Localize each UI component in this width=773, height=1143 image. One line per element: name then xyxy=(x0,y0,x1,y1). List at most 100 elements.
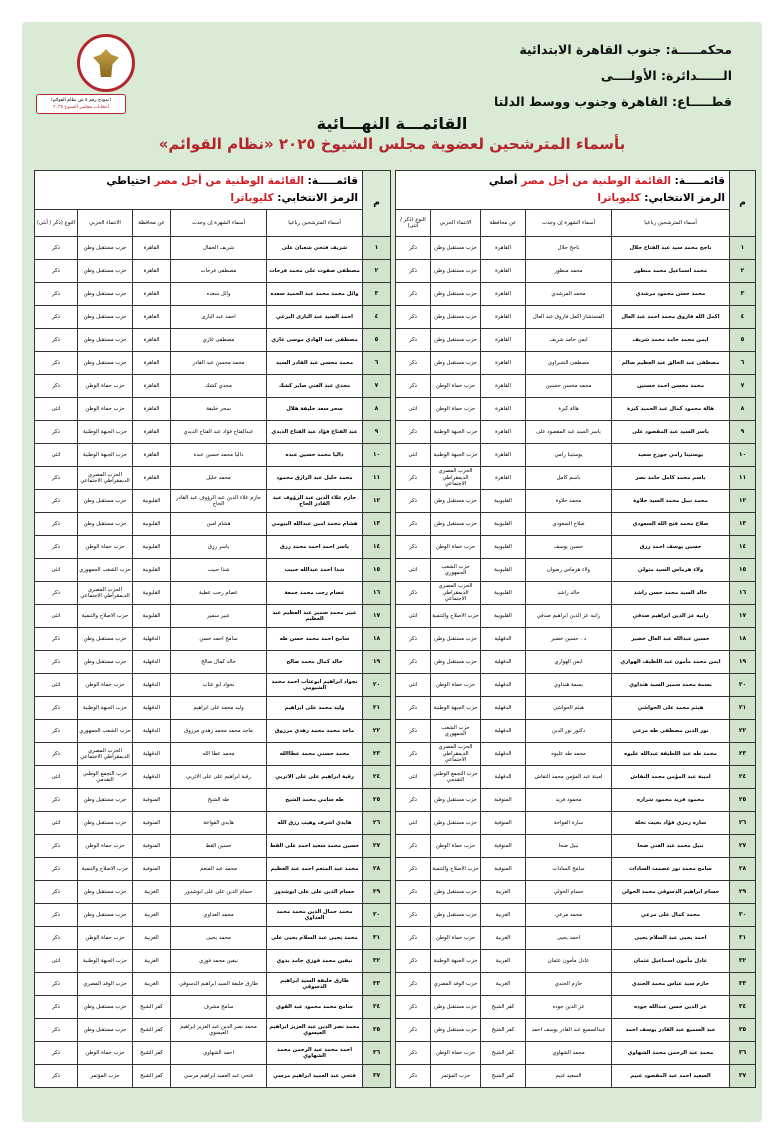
cell-popular: د . حسين خضير xyxy=(525,627,612,651)
list-name: القائمة الوطنية من أجل مصر xyxy=(154,175,305,187)
cell-governorate: الدقهلية xyxy=(480,696,526,720)
cell-num: ٣٥ xyxy=(729,1018,756,1042)
cell-num: ٢١ xyxy=(729,696,756,720)
cell-gender: ذكر xyxy=(394,742,432,766)
cell-name: احمد يحيى عبد السلام يحيى xyxy=(611,926,730,950)
cell-popular: شريف الجمال xyxy=(170,236,267,260)
cell-party: حزب الشعب الجمهوري xyxy=(77,719,133,743)
cell-gender: ذكر xyxy=(33,512,79,536)
table-row: ٢٣ محمد طه عبد اللطيفة عبدالله عليوه محمد … xyxy=(394,742,756,766)
cell-party: حزب مستقبل وطن xyxy=(77,788,133,812)
cell-party: حزب الاصلاح والتنمية xyxy=(430,604,481,628)
cell-gender: ذكر xyxy=(33,259,79,283)
cell-popular: سامح مشرف xyxy=(170,995,267,1019)
cell-gender: ذكر xyxy=(33,696,79,720)
table-row: ٣٤ عز الدين حسن عبدالله جوده عز الدين جوده… xyxy=(394,995,756,1019)
cell-popular: عبدالسميع عبد القادر يوسف احمد xyxy=(525,1018,612,1042)
cell-governorate: القاهرة xyxy=(132,374,171,398)
document-title: القائمـــة النهـــائية xyxy=(316,114,468,133)
cell-name: محمد نصر الدين عبد العزيز ابراهيم العيسو… xyxy=(266,1018,363,1042)
cell-party: حزب الاصلاح والتنمية xyxy=(77,604,133,628)
circuit-label: الــــــدائرة: الأولــــى xyxy=(600,68,732,83)
cell-governorate: القاهرة xyxy=(480,466,526,490)
cell-name: محمد طه عبد اللطيفة عبدالله عليوه xyxy=(611,742,730,766)
cell-num: ٩ xyxy=(729,420,756,444)
table-row: ١٤ حسين يوسف احمد رزق حسين يوسف القليوبية حز… xyxy=(394,535,756,559)
cell-num: ١٦ xyxy=(362,581,391,605)
cell-party: حزب الجبهة الوطنية xyxy=(77,443,133,467)
cell-party: حزب حماة الوطن xyxy=(77,535,133,559)
cell-governorate: الدقهلية xyxy=(480,742,526,766)
cell-popular: محمد يحيى xyxy=(170,926,267,950)
cell-gender: ذكر xyxy=(33,788,79,812)
symbol-prefix: الرمز الانتخابي: xyxy=(273,192,358,204)
cell-governorate: القليوبية xyxy=(480,512,526,536)
cell-governorate: الدقهلية xyxy=(132,742,171,766)
cell-name: حسين محمد سعيد احمد على القط xyxy=(266,834,363,858)
cell-party: حزب مستقبل وطن xyxy=(430,282,481,306)
cell-gender: ذكر xyxy=(394,328,432,352)
cell-gender: ذكر xyxy=(33,351,79,375)
cell-name: محمد عبد المنعم احمد عبد العظيم xyxy=(266,857,363,881)
cell-popular: عادل مأمون عثمان xyxy=(525,949,612,973)
cell-popular: ولاء هرماس رضوان xyxy=(525,558,612,582)
cell-party: حزب مستقبل وطن xyxy=(77,305,133,329)
cell-gender: ذكر xyxy=(394,650,432,674)
cell-gender: ذكر xyxy=(394,857,432,881)
cell-party: حزب حماة الوطن xyxy=(77,374,133,398)
cell-gender: انثى xyxy=(33,765,79,789)
cell-party: حزب الشعب الجمهوري xyxy=(430,719,481,743)
cell-gender: ذكر xyxy=(33,581,79,605)
cell-party: حزب مستقبل وطن xyxy=(77,995,133,1019)
cell-popular: خالد كمال صالح xyxy=(170,650,267,674)
table-row: ٢٧ حسين محمد سعيد احمد على القط حسين القط ا… xyxy=(33,834,391,858)
cell-num: ٤ xyxy=(729,305,756,329)
cell-name: نور الدين مصطفى طه مرعي xyxy=(611,719,730,743)
cell-governorate: القاهرة xyxy=(480,305,526,329)
cell-gender: ذكر xyxy=(394,926,432,950)
cell-governorate: القليوبية xyxy=(132,489,171,513)
cell-gender: ذكر xyxy=(394,696,432,720)
cell-party: حزب مستقبل وطن xyxy=(430,351,481,375)
table-row: ٨ هالة محمود كمال عبد الحميد كيرة هالة كير… xyxy=(394,397,756,421)
cell-name: محمد جمال الدين محمد محمد العداوي xyxy=(266,903,363,927)
cell-governorate: الغربية xyxy=(480,949,526,973)
cell-party: حزب الجبهة الوطنية xyxy=(77,696,133,720)
cell-name: حسام الدين على على ابوشدور xyxy=(266,880,363,904)
cell-governorate: الغربية xyxy=(480,926,526,950)
cell-num: ٧ xyxy=(362,374,391,398)
table-row: ١٥ شذا احمد عبدالله حبيب شذا حبيب القليوبية… xyxy=(33,558,391,582)
table-row: ١ شريف فتحي شعبان على شريف الجمال القاهرة حز… xyxy=(33,236,391,260)
cell-name: طارق خليفة السيد ابراهيم الدسوقي xyxy=(266,972,363,996)
table-row: ١٦ خالد السيد محمد حسن راشد خالد راشد القلي… xyxy=(394,581,756,605)
cell-gender: ذكر xyxy=(33,972,79,996)
cell-party: حزب حماة الوطن xyxy=(430,926,481,950)
cell-party: حزب حماة الوطن xyxy=(77,926,133,950)
cell-name: احمد محمد عبد الرحمن محمد الشهاوي xyxy=(266,1041,363,1065)
list-name: القائمة الوطنية من أجل مصر xyxy=(521,175,672,187)
table-row: ٢١ وليد محمد على ابراهيم وليد محمد على ابر… xyxy=(33,696,391,720)
table-row: ٣٣ حازم سيد عباس محمد الجندي حازم الجندي ال… xyxy=(394,972,756,996)
cell-name: رانيه عز الدين ابراهيم صدقي xyxy=(611,604,730,628)
cell-party: حزب حماة الوطن xyxy=(430,673,481,697)
electoral-symbol: كليوباترا xyxy=(230,192,274,204)
cell-name: عبد السميع عبد القادر يوسف احمد xyxy=(611,1018,730,1042)
cell-gender: ذكر xyxy=(33,420,79,444)
cell-gender: ذكر xyxy=(394,305,432,329)
cell-popular: رقية ابراهيم على على الاتربي xyxy=(170,765,267,789)
column-header-governorate: عن محافظة xyxy=(132,209,171,237)
table-row: ٣٢ عادل مأمون اسماعيل عثمان عادل مأمون عثم… xyxy=(394,949,756,973)
cell-party: حزب حماة الوطن xyxy=(430,374,481,398)
cell-num: ٥ xyxy=(362,328,391,352)
cell-num: ١٨ xyxy=(362,627,391,651)
cell-name: احمد السيد عبد البارى البرعي xyxy=(266,305,363,329)
cell-party: الحزب المصري الديمقراطي الاجتماعي xyxy=(430,581,481,605)
table-row: ١٢ محمد نبيل محمد السيد حلاوة محمد حلاوة ال… xyxy=(394,489,756,513)
table-row: ٣٣ طارق خليفة السيد ابراهيم الدسوقي طارق خ… xyxy=(33,972,391,996)
cell-gender: ذكر xyxy=(394,420,432,444)
cell-popular: سامح احمد حسن xyxy=(170,627,267,651)
cell-party: حزب المؤتمر xyxy=(77,1064,133,1088)
cell-num: ٣٣ xyxy=(362,972,391,996)
cell-governorate: الدقهلية xyxy=(480,673,526,697)
cell-name: مجدي عبد الغني صابر كشك xyxy=(266,374,363,398)
